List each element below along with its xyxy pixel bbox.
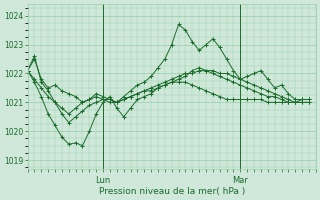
X-axis label: Pression niveau de la mer( hPa ): Pression niveau de la mer( hPa )	[99, 187, 245, 196]
